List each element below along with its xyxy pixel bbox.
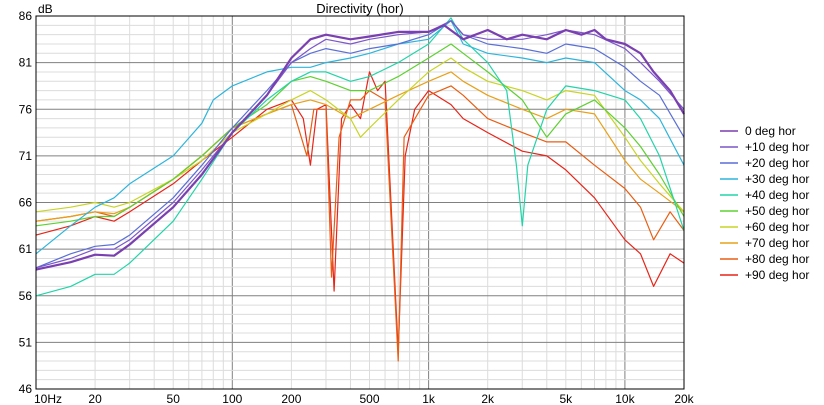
chart-title: Directivity (hor) xyxy=(316,1,403,16)
grid xyxy=(36,16,684,389)
legend-entry: +50 deg hor xyxy=(745,204,809,218)
series-line xyxy=(35,20,685,255)
x-tick-label: 20k xyxy=(674,392,694,405)
y-tick-label: 66 xyxy=(19,196,33,210)
y-tick-label: 71 xyxy=(19,149,33,163)
x-tick-label: 5k xyxy=(559,392,573,405)
x-tick-label: 100 xyxy=(222,392,242,405)
x-tick-label: 1k xyxy=(422,392,436,405)
series-line xyxy=(35,57,685,213)
plot-lines xyxy=(35,17,685,362)
legend-entry: +30 deg hor xyxy=(745,172,809,186)
series-line xyxy=(35,24,685,271)
x-tick-label: 20 xyxy=(88,392,102,405)
legend-entry: +40 deg hor xyxy=(745,188,809,202)
series-line xyxy=(35,43,685,227)
y-tick-label: 76 xyxy=(19,102,33,116)
y-tick-label: 46 xyxy=(19,382,33,396)
y-axis-label: dB xyxy=(38,2,53,16)
y-tick-label: 56 xyxy=(19,289,33,303)
x-tick-label: 10k xyxy=(615,392,635,405)
y-tick-label: 81 xyxy=(19,56,33,70)
legend-entry: +80 deg hor xyxy=(745,252,809,266)
x-tick-label: 10Hz xyxy=(34,392,62,405)
series-line xyxy=(35,17,685,297)
y-tick-label: 51 xyxy=(19,335,33,349)
x-tick-label: 2k xyxy=(481,392,495,405)
y-axis-ticks: 46 51 56 61 66 71 76 81 86 xyxy=(19,9,33,396)
y-tick-label: 86 xyxy=(19,9,33,23)
legend-entry: 0 deg hor xyxy=(745,124,796,138)
legend: 0 deg hor +10 deg hor +20 deg hor +30 deg h… xyxy=(720,124,809,282)
y-tick-label: 61 xyxy=(19,242,33,256)
series-line xyxy=(35,85,685,362)
legend-entry: +10 deg hor xyxy=(745,140,809,154)
x-axis-ticks: 10Hz 20 50 100 200 500 1k 2k 5k 10k 20k xyxy=(34,392,695,405)
legend-entry: +60 deg hor xyxy=(745,220,809,234)
legend-entry: +90 deg hor xyxy=(745,268,809,282)
legend-entry: +70 deg hor xyxy=(745,236,809,250)
x-tick-label: 200 xyxy=(281,392,301,405)
x-tick-label: 50 xyxy=(167,392,181,405)
legend-entry: +20 deg hor xyxy=(745,156,809,170)
series-line xyxy=(35,20,685,269)
x-tick-label: 500 xyxy=(359,392,379,405)
plot-border xyxy=(35,15,685,390)
